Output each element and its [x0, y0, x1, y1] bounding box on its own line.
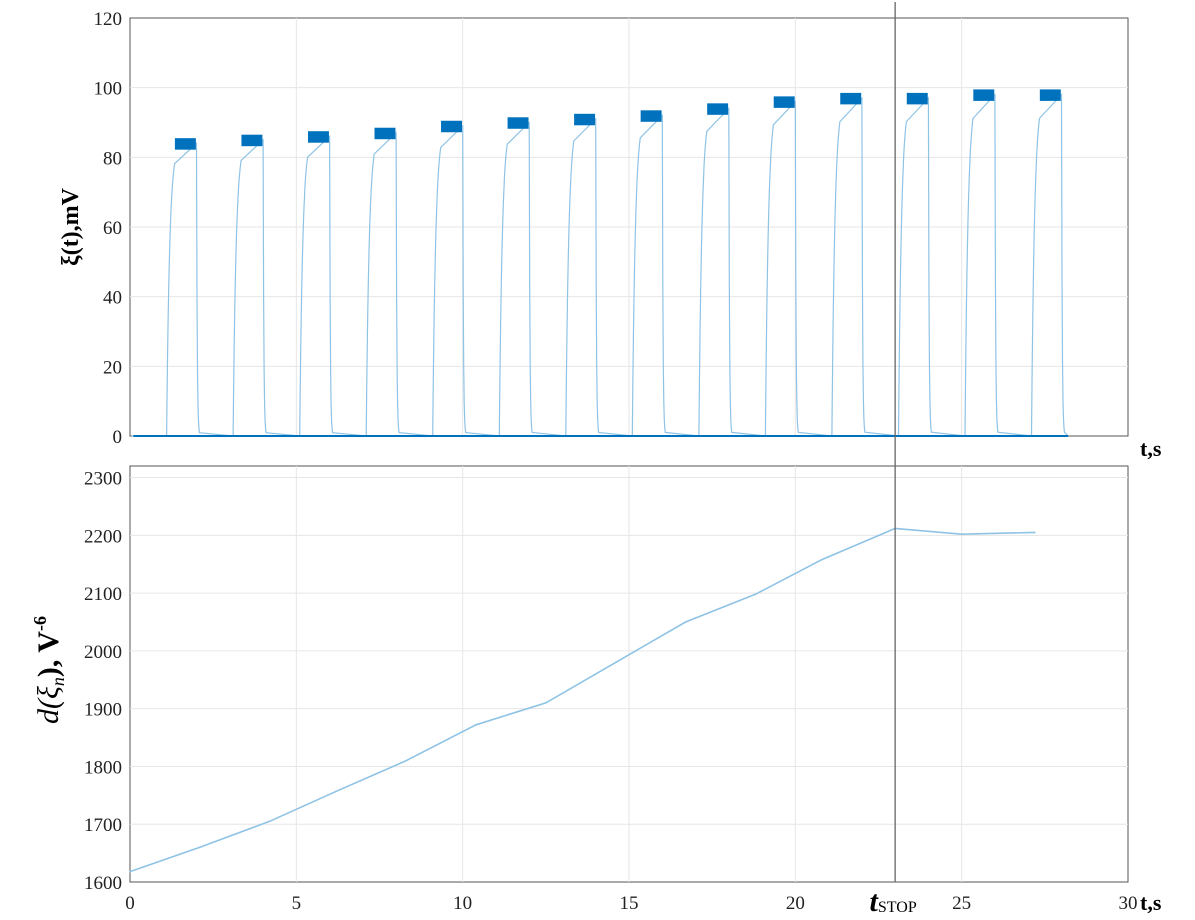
bottom-point-2 — [268, 820, 271, 823]
top-y-axis-label: ξ(t),mV — [58, 187, 84, 266]
bottom-y-label-sup: -6 — [30, 616, 50, 631]
bottom-y-axis-label: d(ξn), V-6 — [30, 616, 68, 724]
bottom-x-tick-0: 0 — [125, 893, 135, 914]
top-pulse-1 — [174, 138, 196, 150]
top-pulse-11 — [840, 92, 862, 105]
bottom-y-tick-1900: 1900 — [84, 700, 122, 721]
bottom-series-line — [129, 527, 1035, 873]
bottom-point-7 — [614, 661, 617, 664]
bottom-point-9 — [754, 593, 757, 596]
bottom-y-tick-2300: 2300 — [84, 469, 122, 490]
top-pulse-12 — [906, 92, 928, 105]
top-pulse-9 — [707, 103, 729, 115]
bottom-y-tick-labels: 1600 1700 1800 1900 2000 2100 2200 2300 — [84, 469, 122, 894]
top-pulse-14 — [1039, 89, 1061, 101]
top-pulse-5 — [441, 120, 463, 133]
top-y-tick-80: 80 — [103, 148, 122, 169]
top-signal-noise — [133, 89, 1069, 437]
t-stop-label-sub: STOP — [878, 899, 917, 916]
bottom-x-tick-labels: 0 5 10 15 20 25 30 — [125, 893, 1137, 914]
bottom-y-label-main: d(ξ — [32, 686, 65, 724]
top-pulse-4 — [374, 127, 396, 140]
top-y-tick-100: 100 — [94, 79, 123, 100]
top-pulse-13 — [973, 89, 995, 101]
bottom-y-label-sub: n — [48, 677, 68, 686]
bottom-y-tick-2200: 2200 — [84, 526, 122, 547]
top-y-tick-0: 0 — [113, 427, 123, 448]
bottom-x-tick-15: 15 — [620, 893, 639, 914]
top-y-tick-40: 40 — [103, 288, 122, 309]
bottom-point-12 — [960, 533, 963, 535]
bottom-series-points — [129, 527, 1036, 873]
top-pulse-6 — [507, 117, 529, 129]
top-y-tick-60: 60 — [103, 218, 122, 239]
bottom-x-axis-label: t,s — [1140, 890, 1162, 915]
bottom-point-13 — [1034, 531, 1036, 534]
top-signal-line — [131, 93, 1069, 437]
top-y-tick-labels: 0 20 40 60 80 100 120 — [94, 9, 123, 448]
bottom-x-tick-20: 20 — [786, 893, 805, 914]
top-chart-panel: 0 20 40 60 80 100 120 ξ(t),mV t,s — [58, 9, 1162, 461]
bottom-y-label-tail: ), V — [32, 631, 65, 677]
bottom-x-tick-5: 5 — [292, 893, 302, 914]
top-y-tick-20: 20 — [103, 357, 122, 378]
bottom-y-tick-2000: 2000 — [84, 642, 122, 663]
t-stop-label: tSTOP — [870, 885, 917, 918]
bottom-point-6 — [545, 702, 547, 704]
top-pulse-8 — [640, 110, 662, 122]
bottom-gridlines — [130, 466, 1128, 882]
bottom-x-tick-30: 30 — [1119, 893, 1138, 914]
bottom-point-3 — [335, 790, 338, 793]
bottom-y-tick-1700: 1700 — [84, 815, 122, 836]
bottom-y-tick-1800: 1800 — [84, 757, 122, 778]
bottom-y-tick-1600: 1600 — [84, 873, 122, 894]
top-pulse-3 — [307, 131, 329, 143]
bottom-y-tick-2100: 2100 — [84, 584, 122, 605]
bottom-point-4 — [405, 759, 407, 762]
bottom-x-tick-25: 25 — [952, 893, 971, 914]
top-pulse-7 — [574, 113, 596, 126]
top-gridlines — [130, 18, 1128, 436]
t-stop-label-main: t — [870, 885, 880, 918]
bottom-point-8 — [684, 621, 687, 623]
bottom-point-10 — [821, 558, 823, 561]
top-pulse-10 — [773, 96, 795, 108]
bottom-point-5 — [475, 724, 477, 726]
top-pulse-2 — [241, 134, 263, 147]
bottom-x-tick-10: 10 — [453, 893, 472, 914]
bottom-point-1 — [199, 846, 201, 849]
bottom-point-0 — [129, 870, 131, 873]
top-x-axis-label: t,s — [1140, 436, 1162, 461]
bottom-chart-panel: 1600 1700 1800 1900 2000 2100 2200 2300 0 5 10 15 2… — [30, 465, 1162, 915]
top-y-tick-120: 120 — [94, 9, 123, 30]
